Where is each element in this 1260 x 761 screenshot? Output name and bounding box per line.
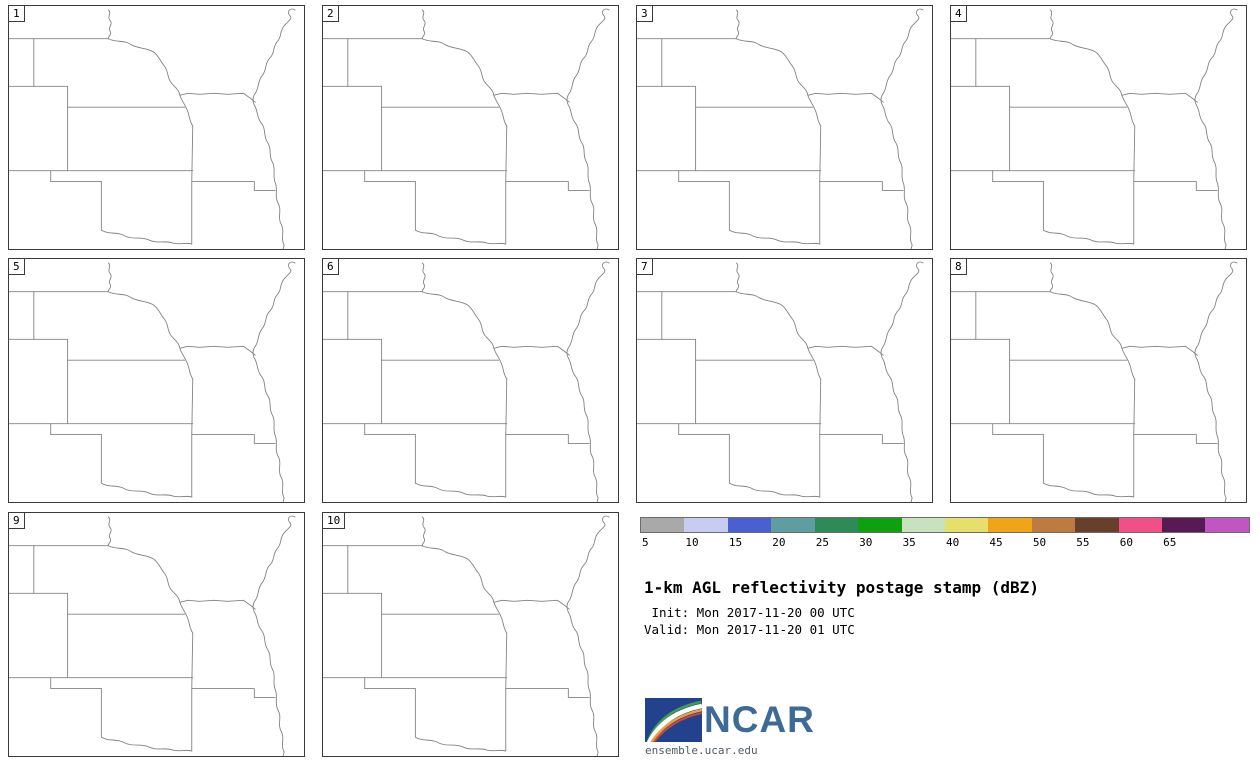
state-outline-map <box>951 8 1238 249</box>
logo-caption: ensemble.ucar.edu <box>645 744 758 757</box>
ensemble-member-panel-9: 9 <box>8 512 305 757</box>
panel-number-label: 1 <box>9 6 25 22</box>
state-outline-map <box>323 515 610 756</box>
colorbar-segment <box>1162 518 1206 532</box>
ensemble-member-panel-8: 8 <box>950 258 1247 503</box>
figure-title: 1-km AGL reflectivity postage stamp (dBZ… <box>644 578 1039 597</box>
ensemble-member-panel-2: 2 <box>322 5 619 250</box>
colorbar-segment <box>858 518 902 532</box>
ensemble-member-panel-10: 10 <box>322 512 619 757</box>
colorbar-segment <box>1118 518 1163 532</box>
colorbar-tick-label: 55 <box>1076 536 1090 549</box>
panel-number-label: 4 <box>951 6 967 22</box>
colorbar-tick-label: 10 <box>685 536 699 549</box>
ensemble-member-panel-7: 7 <box>636 258 933 503</box>
colorbar-segments <box>640 517 1250 533</box>
panel-number-label: 7 <box>637 259 653 275</box>
colorbar-segment <box>771 518 815 532</box>
colorbar-tick-label: 5 <box>642 536 649 549</box>
ncar-wordmark: NCAR <box>704 699 815 740</box>
colorbar-segment <box>901 518 945 532</box>
colorbar-tick-label: 65 <box>1163 536 1177 549</box>
colorbar-tick-label: 35 <box>902 536 916 549</box>
state-outline-map <box>9 8 296 249</box>
colorbar-segment <box>641 518 685 532</box>
state-outline-map <box>9 261 296 502</box>
state-outline-map <box>637 261 924 502</box>
colorbar-tick-label: 25 <box>815 536 829 549</box>
panel-number-label: 9 <box>9 513 25 529</box>
state-outline-map <box>637 8 924 249</box>
colorbar-tick-label: 20 <box>772 536 786 549</box>
state-outline-map <box>323 261 610 502</box>
colorbar-tick-label: 15 <box>728 536 743 549</box>
panel-number-label: 6 <box>323 259 339 275</box>
colorbar-segment <box>1075 518 1119 532</box>
init-time-label: Init: Mon 2017-11-20 00 UTC <box>644 605 855 620</box>
legend-and-title-area: 5 10 15 20 25 30 35 40 45 50 55 60 65 1-km AGL refle… <box>636 512 1256 757</box>
colorbar-segment <box>684 518 728 532</box>
colorbar-segment <box>727 518 772 532</box>
colorbar: 5 10 15 20 25 30 35 40 45 50 55 60 65 <box>640 517 1250 551</box>
ncar-logo: NCAR <box>645 698 815 742</box>
ensemble-member-panel-3: 3 <box>636 5 933 250</box>
valid-time-label: Valid: Mon 2017-11-20 01 UTC <box>644 622 855 637</box>
colorbar-segment <box>944 518 989 532</box>
colorbar-segment <box>1031 518 1076 532</box>
ensemble-member-panel-1: 1 <box>8 5 305 250</box>
ensemble-member-panel-6: 6 <box>322 258 619 503</box>
colorbar-segment <box>814 518 859 532</box>
state-outline-map <box>9 515 296 756</box>
colorbar-tick-label: 60 <box>1119 536 1133 549</box>
colorbar-tick-label: 40 <box>946 536 960 549</box>
colorbar-segment <box>1205 518 1249 532</box>
colorbar-segment <box>988 518 1032 532</box>
colorbar-tick-label: 50 <box>1032 536 1047 549</box>
panel-number-label: 5 <box>9 259 25 275</box>
panel-number-label: 2 <box>323 6 339 22</box>
state-outline-map <box>951 261 1238 502</box>
colorbar-ticks: 5 10 15 20 25 30 35 40 45 50 55 60 65 <box>640 536 1250 551</box>
ensemble-member-panel-5: 5 <box>8 258 305 503</box>
colorbar-tick-label: 30 <box>859 536 873 549</box>
ncar-logo-icon <box>645 698 702 742</box>
panel-number-label: 8 <box>951 259 967 275</box>
ensemble-member-panel-4: 4 <box>950 5 1247 250</box>
colorbar-tick-label: 45 <box>989 536 1003 549</box>
state-outline-map <box>323 8 610 249</box>
panel-number-label: 10 <box>323 513 346 529</box>
panel-number-label: 3 <box>637 6 653 22</box>
